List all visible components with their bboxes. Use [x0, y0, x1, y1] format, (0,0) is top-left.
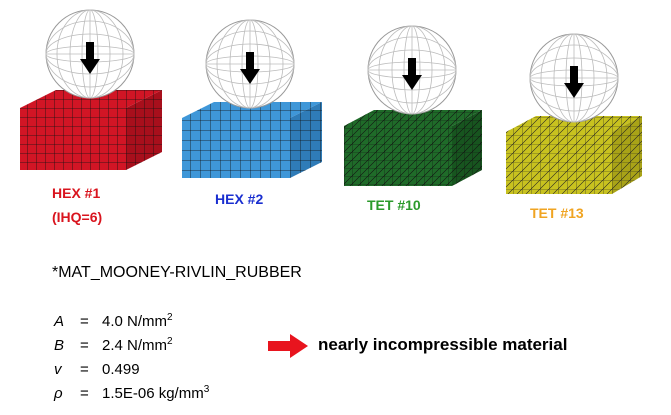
- property-row-v: v = 0.499: [54, 354, 209, 378]
- property-row-a: A = 4.0 N/mm2: [54, 306, 209, 330]
- property-row-rho: ρ = 1.5E-06 kg/mm3: [54, 378, 209, 402]
- material-properties: A = 4.0 N/mm2 B = 2.4 N/mm2 v = 0.499 ρ = 1.5E-0…: [54, 306, 209, 402]
- tet13-label: TET #13: [530, 204, 584, 222]
- property-value: 4.0 N/mm2: [102, 313, 173, 330]
- hex1-label-line2: (IHQ=6): [52, 208, 102, 226]
- tet10-model: [344, 110, 482, 186]
- equals-sign: =: [80, 382, 102, 406]
- hex1-model: [20, 90, 162, 170]
- property-value: 0.499: [102, 361, 140, 378]
- tet13-model: [506, 116, 642, 194]
- tet10-label: TET #10: [367, 196, 421, 214]
- hex2-model: [182, 102, 322, 178]
- material-title: *MAT_MOONEY-RIVLIN_RUBBER: [52, 264, 302, 282]
- property-value: 1.5E-06 kg/mm3: [102, 385, 209, 402]
- right-arrow-icon: [268, 334, 308, 358]
- hex1-label-line1: HEX #1: [52, 184, 102, 202]
- property-row-b: B = 2.4 N/mm2: [54, 330, 209, 354]
- hex1-label: HEX #1 (IHQ=6): [52, 184, 102, 226]
- property-symbol: ρ: [54, 382, 80, 406]
- incompressible-note: nearly incompressible material: [318, 335, 567, 355]
- property-value: 2.4 N/mm2: [102, 337, 173, 354]
- hex2-label: HEX #2: [215, 190, 263, 208]
